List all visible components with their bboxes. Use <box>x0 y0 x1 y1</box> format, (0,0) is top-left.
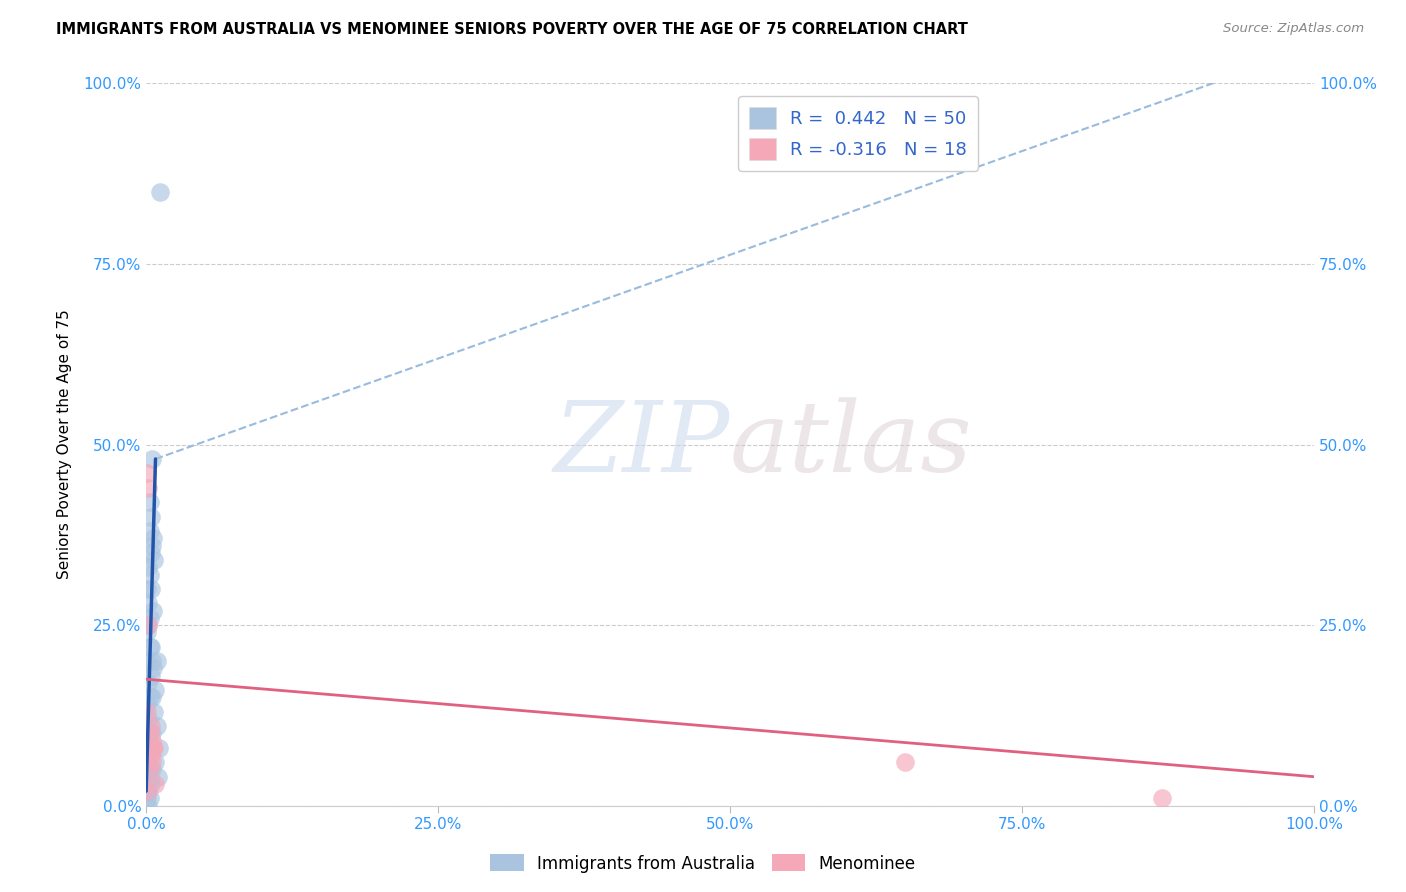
Point <box>138 481 160 495</box>
Text: atlas: atlas <box>730 397 973 492</box>
Point <box>142 604 165 618</box>
Point <box>138 596 160 610</box>
Point <box>136 763 159 777</box>
Point <box>136 698 159 712</box>
Point <box>138 567 160 582</box>
Point <box>136 784 159 798</box>
Point <box>139 668 162 682</box>
Point <box>136 705 159 719</box>
Point <box>138 747 160 762</box>
Point <box>136 467 159 481</box>
Point <box>139 740 162 755</box>
Point <box>141 654 163 668</box>
Point <box>138 560 160 574</box>
Point <box>141 763 163 777</box>
Point <box>138 763 160 777</box>
Point <box>141 539 163 553</box>
Point <box>136 625 159 640</box>
Point <box>136 791 159 805</box>
Point <box>138 618 160 632</box>
Point <box>138 524 160 538</box>
Point <box>139 509 162 524</box>
Point <box>894 756 917 770</box>
Point <box>141 726 163 740</box>
Point <box>138 690 160 705</box>
Text: Source: ZipAtlas.com: Source: ZipAtlas.com <box>1223 22 1364 36</box>
Point <box>145 756 167 770</box>
Point <box>139 546 162 560</box>
Point <box>141 733 163 747</box>
Point <box>136 654 159 668</box>
Point <box>138 770 160 784</box>
Point <box>139 640 162 654</box>
Point <box>138 712 160 726</box>
Point <box>149 185 172 199</box>
Y-axis label: Seniors Poverty Over the Age of 75: Seniors Poverty Over the Age of 75 <box>58 310 72 580</box>
Point <box>145 777 167 791</box>
Point <box>138 618 160 632</box>
Point <box>143 705 166 719</box>
Legend: Immigrants from Australia, Menominee: Immigrants from Australia, Menominee <box>484 847 922 880</box>
Point <box>139 747 162 762</box>
Point <box>139 719 162 733</box>
Point <box>136 784 159 798</box>
Point <box>139 582 162 596</box>
Point <box>148 740 170 755</box>
Point <box>138 791 160 805</box>
Point <box>142 532 165 546</box>
Point <box>138 726 160 740</box>
Point <box>141 690 163 705</box>
Point <box>143 553 166 567</box>
Point <box>138 676 160 690</box>
Point <box>145 683 167 698</box>
Point <box>136 582 159 596</box>
Point <box>145 719 167 733</box>
Point <box>138 747 160 762</box>
Point <box>138 495 160 509</box>
Point <box>138 726 160 740</box>
Text: ZIP: ZIP <box>554 397 730 492</box>
Point <box>136 733 159 747</box>
Point <box>145 654 167 668</box>
Point <box>138 784 160 798</box>
Text: IMMIGRANTS FROM AUSTRALIA VS MENOMINEE SENIORS POVERTY OVER THE AGE OF 75 CORREL: IMMIGRANTS FROM AUSTRALIA VS MENOMINEE S… <box>56 22 969 37</box>
Point <box>142 661 165 675</box>
Point <box>138 611 160 625</box>
Point <box>138 640 160 654</box>
Point <box>142 740 165 755</box>
Point <box>1152 791 1174 805</box>
Point <box>138 740 160 755</box>
Legend: R =  0.442   N = 50, R = -0.316   N = 18: R = 0.442 N = 50, R = -0.316 N = 18 <box>738 96 979 171</box>
Point <box>141 756 163 770</box>
Point <box>143 740 166 755</box>
Point <box>146 770 169 784</box>
Point <box>139 777 162 791</box>
Point <box>138 798 160 813</box>
Point <box>141 452 163 467</box>
